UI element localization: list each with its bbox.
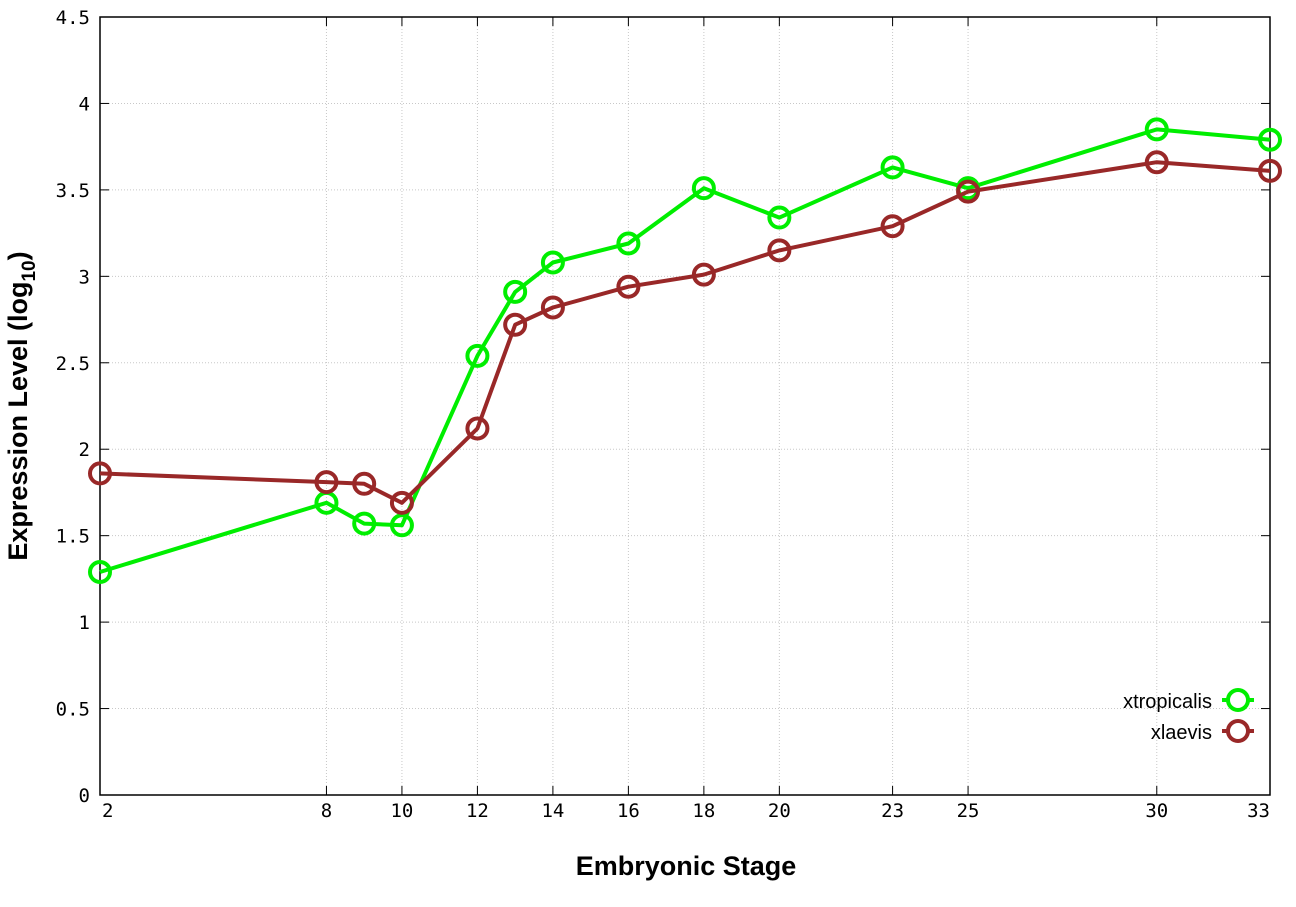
series-line-xlaevis: [99, 160, 1271, 505]
data-point-xlaevis: [314, 470, 339, 495]
y-tick-label: 4.5: [56, 7, 90, 29]
data-point-xlaevis: [956, 179, 981, 204]
data-point-xtropicalis: [1144, 117, 1169, 142]
y-axis-title-subscript: 10: [19, 260, 40, 281]
data-point-xtropicalis: [767, 205, 792, 230]
x-tick-label: 30: [1145, 800, 1168, 822]
data-point-xlaevis: [389, 490, 414, 515]
y-axis-title: Expression Level (log10): [3, 251, 40, 560]
y-tick-label: 4: [79, 93, 90, 115]
data-point-xlaevis: [352, 471, 377, 496]
x-tick-label: 14: [541, 800, 564, 822]
data-point-xtropicalis: [691, 176, 716, 201]
x-tick-label: 8: [321, 800, 332, 822]
x-tick-label: 10: [390, 800, 413, 822]
series-layer: [88, 117, 1282, 584]
data-point-xlaevis: [767, 238, 792, 263]
data-point-xlaevis: [880, 214, 905, 239]
x-tick-label: 20: [768, 800, 791, 822]
data-point-xtropicalis: [389, 513, 414, 538]
grid: [100, 17, 1270, 795]
x-tick-label: 18: [692, 800, 715, 822]
legend: xtropicalis xlaevis: [1123, 688, 1254, 744]
data-point-xtropicalis: [88, 559, 112, 584]
legend-label-xlaevis: xlaevis: [1151, 722, 1212, 744]
data-point-xtropicalis: [540, 250, 565, 275]
data-point-xtropicalis: [616, 231, 641, 256]
y-tick-label: 0: [79, 785, 90, 807]
plot-frame: [99, 16, 1271, 796]
data-point-xtropicalis: [880, 155, 905, 180]
series-line-xtropicalis: [99, 127, 1271, 574]
x-tick-label: 25: [957, 800, 980, 822]
x-axis-title: Embryonic Stage: [576, 851, 797, 881]
y-tick-label: 3.5: [56, 180, 90, 202]
data-point-xlaevis: [691, 262, 716, 287]
legend-entry-xlaevis: xlaevis: [1151, 719, 1254, 744]
data-point-xlaevis: [616, 274, 641, 299]
x-tick-label: 12: [466, 800, 489, 822]
y-tick-label: 2.5: [56, 353, 90, 375]
x-tick-label: 23: [881, 800, 904, 822]
data-point-xtropicalis: [352, 511, 377, 536]
data-point-xlaevis: [1144, 150, 1169, 175]
x-tick-label: 2: [102, 800, 113, 822]
y-tick-label: 1.5: [56, 526, 90, 548]
y-axis-title-close: ): [3, 251, 33, 260]
y-tick-label: 2: [79, 439, 90, 461]
data-point-xlaevis: [1258, 158, 1282, 183]
y-tick-label: 0.5: [56, 699, 90, 721]
y-tick-label: 3: [79, 266, 90, 288]
data-point-xtropicalis: [503, 279, 528, 304]
x-tick-label: 16: [617, 800, 640, 822]
data-point-xlaevis: [465, 416, 490, 441]
data-point-xlaevis: [88, 461, 112, 486]
y-axis-title-main: Expression Level (log: [3, 282, 33, 561]
legend-marker-xtropicalis: [1226, 688, 1250, 712]
axis-ticks: 0 0.5 1 1.5 2 2.5 3 3.5 4 4.5 2 8 10 12 14 16 18 20 23 25 30…: [56, 7, 1271, 822]
legend-marker-xlaevis: [1226, 719, 1250, 743]
data-point-xtropicalis: [465, 343, 490, 368]
data-point-xtropicalis: [1258, 127, 1282, 152]
series-xtropicalis: [88, 117, 1282, 584]
legend-entry-xtropicalis: xtropicalis: [1123, 688, 1254, 713]
data-point-xlaevis: [503, 312, 528, 337]
data-point-xlaevis: [540, 295, 565, 320]
series-xlaevis: [88, 150, 1282, 515]
legend-label-xtropicalis: xtropicalis: [1123, 691, 1212, 713]
y-tick-label: 1: [79, 612, 90, 634]
x-tick-label: 33: [1247, 800, 1270, 822]
